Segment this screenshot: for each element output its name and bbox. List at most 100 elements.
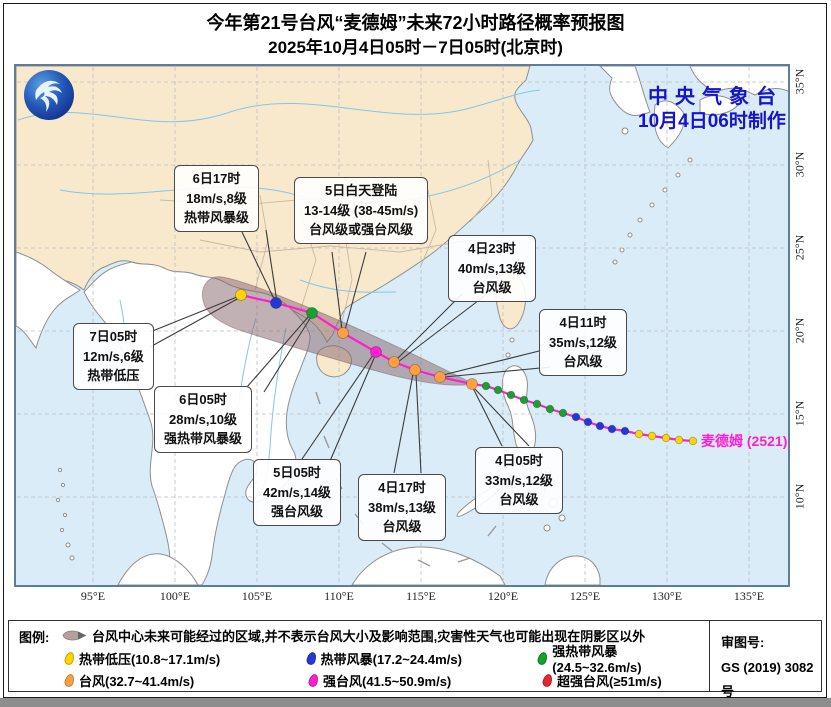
observed-position-dot [661,433,671,443]
callout-time: 5日白天登陆 [324,183,398,198]
callout-intensity: 38m/s,13级 [368,499,436,515]
observed-position-dot [519,395,529,405]
forecast-position-dot [370,346,382,358]
legend-item: 强热带风暴(24.5~32.6m/s) [536,644,705,675]
lat-tick-label: 10°N [792,483,807,510]
lon-tick-label: 110°E [324,589,354,603]
callout-intensity: 33m/s,12级 [485,472,553,488]
callout-forecast-7d05: 7日05时 12m/s,6级 热带低压 [73,323,154,390]
forecast-position-dot [388,356,400,368]
observed-position-dot [674,435,684,445]
callout-category: 台风级 [563,354,603,369]
legend-panel: 图例: 台风中心未来可能经过的区域,并不表示台风大小及影响范围,灾害性天气也可能… [8,620,822,699]
lon-tick-label: 135°E [733,589,765,603]
lat-tick-label: 35°N [792,68,807,95]
legend-item-label: 热带低压(10.8~17.1m/s) [79,651,221,667]
lon-tick-label: 95°E [80,589,106,603]
legend-item-label: 超强台风(≥51m/s) [557,673,662,689]
intensity-marker-icon [304,650,318,666]
callout-forecast-4d17: 4日17时 38m/s,13级 台风级 [358,474,446,541]
legend-item: 台风(32.7~41.4m/s) [63,669,309,691]
intensity-marker-icon [541,672,554,688]
callout-category: 台风级 [472,280,512,295]
forecast-position-dot [434,371,446,383]
intensity-marker-icon [536,650,550,666]
observed-position-dot [620,426,630,436]
callout-intensity: 12m/s,6级 [83,348,144,364]
intensity-marker-icon [63,672,76,688]
bottom-window-edge [0,698,831,707]
callout-time: 7日05时 [89,329,138,344]
legend-item-label: 强台风(41.5~50.9m/s) [323,673,452,689]
legend-item-label: 热带风暴(17.2~24.4m/s) [320,651,462,667]
callout-category: 台风级 [382,519,422,534]
callout-category: 强台风级 [270,504,323,519]
forecast-position-dot [466,378,478,390]
callout-intensity: 28m/s,10级 [169,411,237,427]
callout-leader-lines [149,229,552,474]
lon-tick-label: 130°E [651,589,683,603]
legend-divider [709,621,710,691]
callout-forecast-4d11: 4日11时 35m/s,12级 台风级 [539,309,627,376]
observed-position-dot [545,404,555,414]
observed-position-dot [583,417,593,427]
observed-position-dot [688,436,698,446]
issue-time: 10月4日06时制作 [638,111,786,132]
callout-intensity: 13-14级 (38-45m/s) [304,202,419,218]
callout-forecast-5d05: 5日05时 42m/s,14级 强台风级 [253,459,341,526]
lon-tick-label: 115°E [406,589,436,603]
map-review-number: 审图号: GS (2019) 3082号 [721,631,821,705]
lat-tick-label: 15°N [792,400,807,427]
forecast-position-dot [235,289,247,301]
forecast-position-dot [270,297,282,309]
lon-tick-label: 125°E [569,589,601,603]
page-subtitle: 2025年10月4日05时－7日05时(北京时) [268,38,563,57]
legend-item: 热带低压(10.8~17.1m/s) [63,647,307,669]
callout-category: 热带低压 [87,368,140,383]
callout-time: 4日11时 [559,315,607,330]
cone-legend-icon [62,630,87,641]
callout-time: 6日17时 [192,171,241,186]
observed-position-dot [481,381,491,391]
callout-category: 热带风暴级 [184,210,250,225]
callout-time: 4日23时 [468,241,516,256]
observed-position-dot [493,385,503,395]
issuing-agency: 中央气象台 [648,86,783,108]
lon-tick-label: 105°E [241,589,273,603]
legend-item-label: 强热带风暴(24.5~32.6m/s) [552,644,642,675]
callout-intensity: 35m/s,12级 [549,334,617,350]
callout-category: 台风级 [499,492,539,507]
callout-category: 强热带风暴级 [164,431,243,446]
legend-item: 超强台风(≥51m/s) [541,669,662,691]
observed-position-dot [558,408,568,418]
callout-forecast-4d05: 4日05时 33m/s,12级 台风级 [475,447,563,514]
legend-item: 热带风暴(17.2~24.4m/s) [304,647,539,669]
lat-tick-label: 20°N [792,317,807,344]
review-label: 审图号: [721,635,765,650]
legend-title: 图例: [19,630,50,645]
typhoon-track [235,289,698,446]
observed-position-dot [607,424,617,434]
callout-category: 台风级或强台风级 [309,222,414,237]
storm-name-label: 麦德姆 (2521) [701,433,788,449]
legend-item-label: 台风(32.7~41.4m/s) [79,673,195,689]
intensity-marker-icon [307,672,320,688]
callout-forecast-4d23: 4日23时 40m/s,13级 台风级 [448,235,536,302]
callout-time: 5日05时 [273,465,321,480]
review-number: GS (2019) 3082号 [721,659,814,700]
callout-time: 4日05时 [495,453,543,468]
callout-intensity: 42m/s,14级 [263,484,331,500]
lat-tick-label: 25°N [792,234,807,261]
graticule [17,67,787,584]
callout-landfall: 5日白天登陆 13-14级 (38-45m/s) 台风级或强台风级 [294,177,429,244]
lon-tick-label: 100°E [159,589,191,603]
observed-position-dot [532,399,542,409]
lat-tick-label: 30°N [792,151,807,178]
cma-logo-icon [24,70,74,120]
sea-boundary-dashes [315,391,504,567]
callout-intensity: 40m/s,13级 [458,260,526,276]
legend-item: 强台风(41.5~50.9m/s) [307,669,543,691]
forecast-position-dot [337,327,349,339]
forecast-position-dot [306,307,318,319]
